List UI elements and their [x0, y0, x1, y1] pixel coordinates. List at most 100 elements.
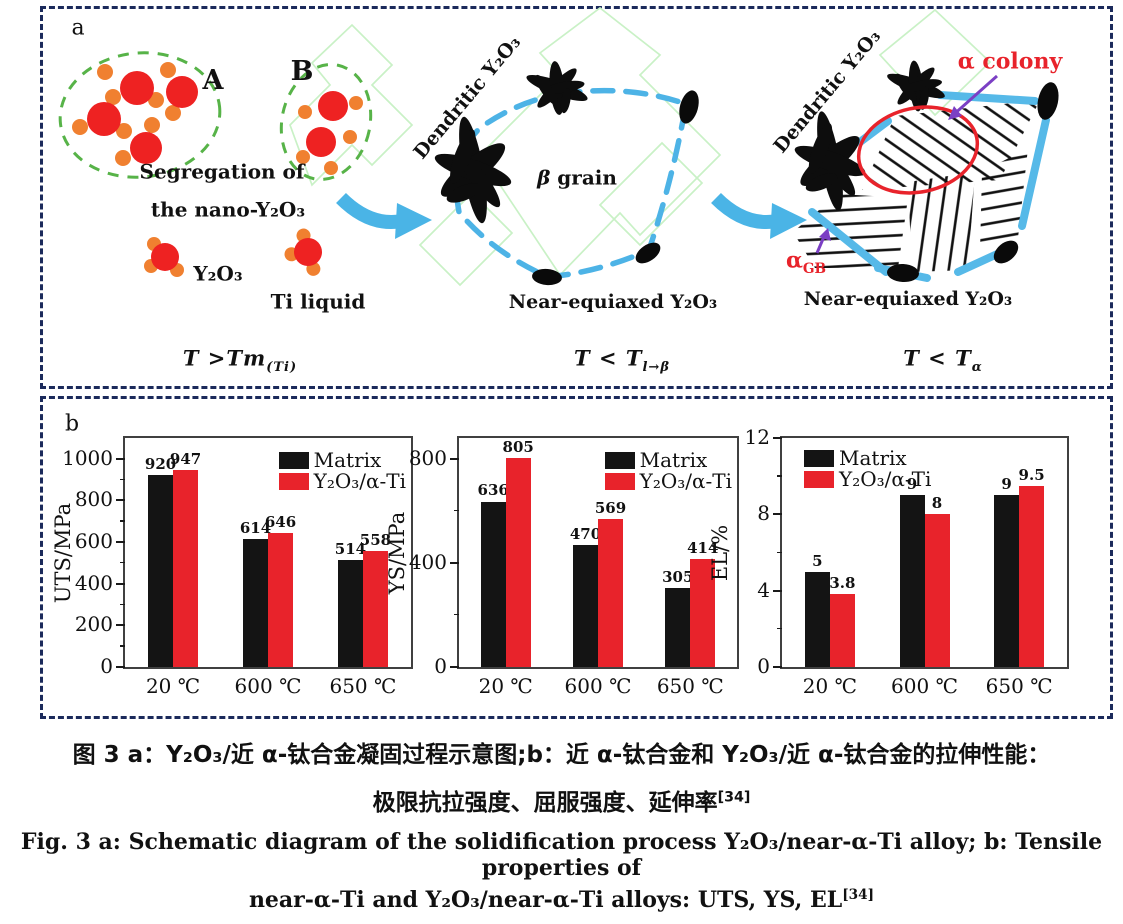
- y2o3-label: Y₂O₃: [193, 261, 243, 286]
- y-tick: [450, 561, 459, 564]
- legend-item: Y₂O₃/α-Ti: [804, 469, 931, 489]
- y-tick-label: 800: [74, 487, 113, 512]
- chart-ys: 0 400 800 636 805 20 ℃ 470 569 600 ℃ 305 414 650 ℃ Y…: [385, 436, 739, 698]
- bar-value-label: 9: [906, 475, 918, 494]
- x-category-label: 600 ℃: [564, 674, 632, 698]
- bar-value-label: 636: [477, 481, 509, 500]
- y-minor-tick: [777, 551, 782, 553]
- bar-value-label: 470: [569, 524, 602, 543]
- y-minor-tick: [777, 627, 782, 630]
- bar-matrix-1: [804, 571, 830, 667]
- chart-el: 0 4 8 12 5 3.8 20 ℃ 9 8 600 ℃ 9 9.5 650 ℃ EL/% Matrix Y…: [708, 425, 1069, 698]
- y-tick-label: 800: [408, 445, 447, 470]
- bar-value-label: 5: [812, 551, 823, 570]
- bar-composite-1: [173, 469, 199, 667]
- cluster-b-label: B: [290, 55, 314, 87]
- x-category-label: 20 ℃: [145, 674, 201, 698]
- y-tick-label: 0: [100, 654, 113, 678]
- x-category-label: 600 ℃: [891, 674, 958, 698]
- legend-swatch: [604, 451, 635, 469]
- legend-label: Matrix: [639, 448, 708, 472]
- segregation-label-line1: Segregation of: [139, 159, 305, 184]
- legend-item: Matrix: [604, 448, 732, 472]
- y-tick: [116, 624, 125, 627]
- bar-matrix-2: [899, 495, 925, 667]
- bar-value-label: 3.8: [829, 574, 856, 593]
- bar-value-label: 920: [144, 455, 177, 474]
- legend-label: Y₂O₃/α-Ti: [313, 469, 406, 493]
- y-tick-label: 4: [757, 577, 770, 602]
- bar-matrix-2: [573, 544, 598, 667]
- legend-label: Matrix: [313, 448, 382, 472]
- chart-uts: 0 200 400 600 800 1000 920 947 20 ℃ 614 646 600 ℃ 51…: [51, 436, 413, 698]
- legend: Matrix Y₂O₃/α-Ti: [604, 448, 732, 491]
- y-tick: [116, 499, 125, 502]
- y-tick: [773, 666, 782, 668]
- y-minor-tick: [120, 603, 125, 606]
- bar-matrix-2: [243, 539, 268, 667]
- bar-value-label: 305: [662, 567, 694, 586]
- y-tick-label: 0: [434, 654, 447, 678]
- caption-english-line2: near-α-Ti and Y₂O₃/near-α-Ti alloys: UTS…: [248, 886, 875, 914]
- legend-item: Y₂O₃/α-Ti: [278, 469, 406, 493]
- y-tick-label: 400: [408, 549, 447, 574]
- alpha-colony-label: α colony: [957, 48, 1063, 75]
- legend-swatch: [604, 472, 635, 490]
- y-minor-tick: [120, 645, 125, 647]
- bar-composite-2: [598, 518, 623, 667]
- y-tick: [773, 513, 782, 516]
- bar-value-label: 569: [594, 498, 627, 517]
- caption-english-line1: Fig. 3 a: Schematic diagram of the solid…: [20, 829, 1103, 881]
- cluster-a-label: A: [202, 64, 224, 96]
- stage3-temperature-condition: T < Tα: [903, 345, 983, 375]
- legend: Matrix Y₂O₃/α-Ti: [278, 448, 406, 493]
- legend: Matrix Y₂O₃/α-Ti: [804, 448, 931, 489]
- bar-value-label: 614: [239, 519, 272, 538]
- bar-composite-2: [924, 514, 950, 667]
- y-tick: [116, 457, 125, 460]
- alpha-gb-label: αGB: [785, 247, 827, 278]
- bar-matrix-3: [337, 560, 363, 667]
- y-tick: [116, 582, 125, 585]
- y-tick-label: 1000: [62, 445, 113, 470]
- x-category-label: 650 ℃: [656, 674, 724, 698]
- bar-composite-1: [505, 457, 531, 667]
- bar-value-label: 558: [359, 530, 392, 549]
- y-tick-label: 400: [74, 570, 113, 595]
- y-tick: [116, 541, 125, 544]
- bar-value-label: 9.5: [1018, 465, 1045, 484]
- y-tick-label: 8: [757, 501, 770, 526]
- y-minor-tick: [120, 520, 125, 522]
- y-minor-tick: [454, 613, 459, 616]
- y-tick: [450, 666, 459, 668]
- bar-value-label: 514: [334, 539, 367, 558]
- ti-liquid-label: Ti liquid: [270, 289, 366, 314]
- bar-value-label: 8: [931, 494, 943, 513]
- y-minor-tick: [120, 561, 125, 564]
- panel-b-label: b: [64, 411, 80, 437]
- y-axis-title: EL/%: [708, 524, 732, 581]
- legend-swatch: [278, 472, 309, 490]
- y-minor-tick: [120, 478, 125, 481]
- bar-value-label: 947: [169, 449, 202, 468]
- bar-matrix-3: [994, 495, 1020, 667]
- caption-chinese-line1: 图 3 a：Y₂O₃/近 α-钛合金凝固过程示意图;b：近 α-钛合金和 Y₂O…: [72, 742, 1051, 768]
- y-tick-label: 600: [74, 529, 113, 554]
- x-category-label: 650 ℃: [329, 674, 397, 698]
- y-tick-label: 0: [757, 654, 770, 678]
- bar-value-label: 414: [687, 539, 719, 558]
- bar-matrix-3: [665, 587, 691, 667]
- stage1-temperature-condition: T >Tm(Ti): [182, 345, 298, 375]
- y-axis-title: UTS/MPa: [51, 502, 75, 603]
- bar-composite-2: [268, 532, 293, 667]
- x-category-label: 20 ℃: [802, 674, 857, 698]
- y-tick-label: 12: [744, 425, 770, 449]
- near-equiaxed-label-middle: Near-equiaxed Y₂O₃: [508, 291, 718, 314]
- legend-swatch: [278, 451, 309, 469]
- bar-matrix-1: [480, 501, 506, 667]
- bar-composite-1: [829, 594, 855, 667]
- y-tick: [773, 589, 782, 592]
- beta-grain-label: β grain: [537, 165, 617, 190]
- y-minor-tick: [454, 509, 459, 512]
- stage2-temperature-condition: T < Tl→β: [574, 345, 670, 375]
